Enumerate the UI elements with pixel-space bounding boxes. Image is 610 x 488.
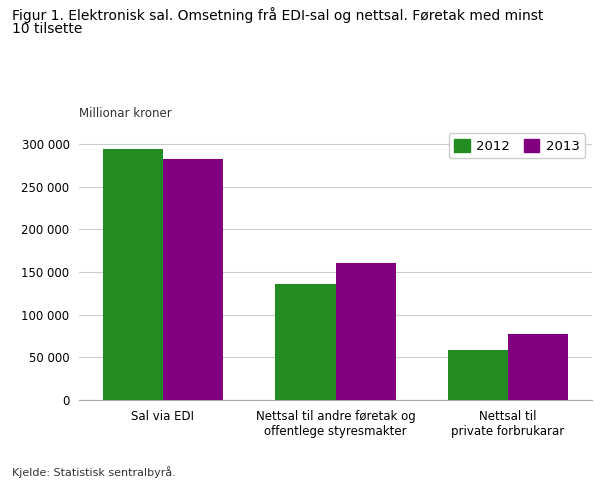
Bar: [275, 284, 336, 400]
Text: Millionar kroner: Millionar kroner: [79, 106, 172, 120]
Text: Kjelde: Statistisk sentralbyrå.: Kjelde: Statistisk sentralbyrå.: [12, 467, 176, 478]
Bar: [508, 334, 569, 400]
Bar: [102, 149, 163, 400]
Legend: 2012, 2013: 2012, 2013: [449, 134, 585, 158]
Bar: [448, 350, 508, 400]
Text: 10 tilsette: 10 tilsette: [12, 22, 82, 36]
Bar: [336, 263, 396, 400]
Text: Figur 1. Elektronisk sal. Omsetning frå EDI-sal og nettsal. Føretak med minst: Figur 1. Elektronisk sal. Omsetning frå …: [12, 7, 544, 23]
Bar: [163, 159, 223, 400]
